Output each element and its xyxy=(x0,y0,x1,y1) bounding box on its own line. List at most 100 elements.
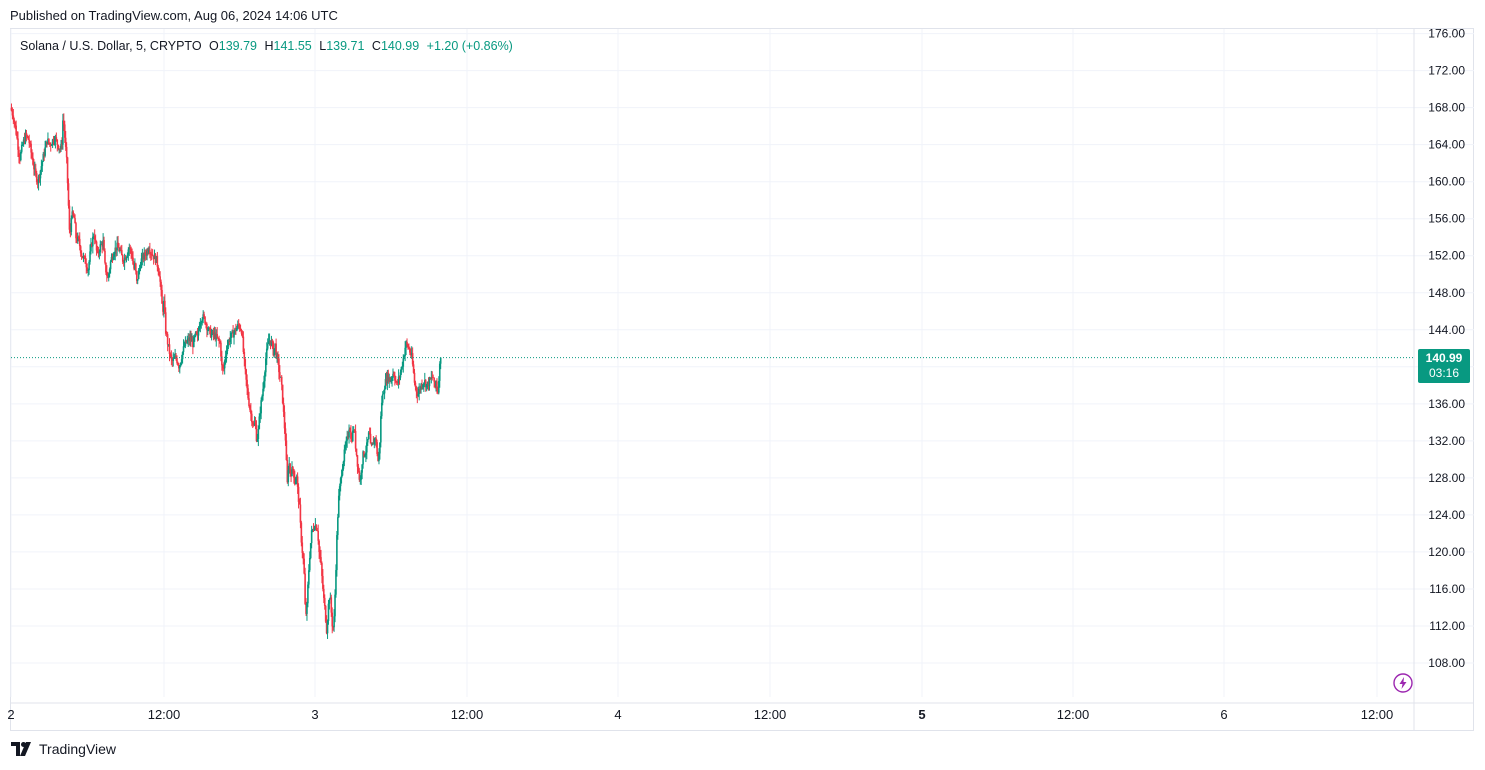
candle-body xyxy=(178,364,180,369)
candle-body xyxy=(94,239,97,242)
candle-body xyxy=(197,330,200,336)
candle-body xyxy=(346,436,348,441)
candle-body xyxy=(209,328,212,338)
candle-body xyxy=(178,365,181,369)
candle-body xyxy=(241,333,244,337)
candle-body xyxy=(413,372,416,383)
candle-body xyxy=(79,246,82,254)
candle-body xyxy=(289,463,291,474)
candle-body xyxy=(216,333,218,338)
candle-body xyxy=(322,575,324,589)
candle-body xyxy=(434,381,436,387)
candle-body xyxy=(374,438,377,440)
candle-body xyxy=(186,340,189,343)
candle-body xyxy=(47,138,49,144)
candle-body xyxy=(308,557,311,571)
candle-body xyxy=(341,468,344,476)
candle-body xyxy=(207,330,209,331)
tradingview-brand[interactable]: TradingView xyxy=(11,741,116,757)
candle-body xyxy=(16,134,18,139)
candle-body xyxy=(121,255,124,262)
candle-body xyxy=(424,380,427,388)
candle-body xyxy=(118,247,120,252)
candle-body xyxy=(366,442,368,453)
candle-body xyxy=(282,403,285,412)
candle-body xyxy=(276,355,278,358)
candle-body xyxy=(414,382,417,387)
candle-body xyxy=(293,469,295,478)
candle-body xyxy=(92,236,94,247)
candle-body xyxy=(22,139,25,145)
candle-body xyxy=(124,257,127,260)
candle-body xyxy=(344,446,347,450)
candle-body xyxy=(351,430,354,441)
candle-body xyxy=(377,454,379,462)
candle-body xyxy=(211,330,214,334)
candle-body xyxy=(21,144,24,146)
candle-body xyxy=(378,453,380,462)
published-header: Published on TradingView.com, Aug 06, 20… xyxy=(10,8,338,23)
candle-body xyxy=(302,552,305,559)
candle-body xyxy=(337,517,339,536)
price-tick-label: 128.00 xyxy=(1428,471,1465,485)
candle-body xyxy=(256,439,259,442)
candle-body xyxy=(323,597,326,606)
candle-body xyxy=(117,242,119,248)
candle-body xyxy=(77,236,79,242)
candle-body xyxy=(431,377,434,378)
candle-body xyxy=(183,346,186,348)
candle-body xyxy=(135,263,137,272)
candle-body xyxy=(126,254,129,258)
time-tick-label: 12:00 xyxy=(1057,707,1090,722)
candle-body xyxy=(398,376,401,378)
candle-body xyxy=(188,338,190,342)
candle-body xyxy=(254,423,257,425)
candle-body xyxy=(402,358,405,367)
candle-body xyxy=(213,332,216,335)
candle-body xyxy=(55,137,58,140)
high-value: 141.55 xyxy=(273,39,312,53)
candle-body xyxy=(91,243,93,247)
bar-countdown: 03:16 xyxy=(1428,366,1460,380)
candle-body xyxy=(264,372,266,382)
candle-body xyxy=(205,323,207,325)
candle-body xyxy=(436,381,438,391)
candle-body xyxy=(370,443,373,446)
price-tick-label: 152.00 xyxy=(1428,249,1465,263)
candle-body xyxy=(279,376,282,378)
candle-body xyxy=(244,359,247,370)
candle-body xyxy=(423,383,425,386)
candle-body xyxy=(191,340,193,342)
candle-body xyxy=(215,333,218,340)
candle-body xyxy=(297,486,300,502)
time-tick-label: 4 xyxy=(614,707,621,722)
candle-body xyxy=(163,300,165,312)
candle-body xyxy=(339,478,342,487)
candle-body xyxy=(252,424,255,426)
time-tick-label: 3 xyxy=(311,707,318,722)
candle-body xyxy=(222,368,225,370)
candle-body xyxy=(132,257,134,265)
candle-body xyxy=(305,603,307,614)
candle-body xyxy=(332,626,334,628)
candle-body xyxy=(406,341,408,345)
candle-body xyxy=(66,157,69,184)
lightning-icon[interactable] xyxy=(1393,673,1413,693)
candle-body xyxy=(202,314,204,320)
candle-body xyxy=(390,379,392,382)
candle-body xyxy=(180,359,183,363)
candle-body xyxy=(38,176,41,179)
candle-body xyxy=(167,344,170,346)
candle-body xyxy=(108,269,111,274)
candle-body xyxy=(200,322,203,325)
candle-body xyxy=(315,525,318,531)
candle-body xyxy=(298,501,301,505)
candle-body xyxy=(44,147,46,156)
candle-body xyxy=(310,530,313,544)
candle-body xyxy=(250,413,253,423)
candle-body xyxy=(193,335,196,337)
candle-body xyxy=(153,254,156,260)
candle-body xyxy=(212,330,215,335)
candle-body xyxy=(49,144,52,146)
